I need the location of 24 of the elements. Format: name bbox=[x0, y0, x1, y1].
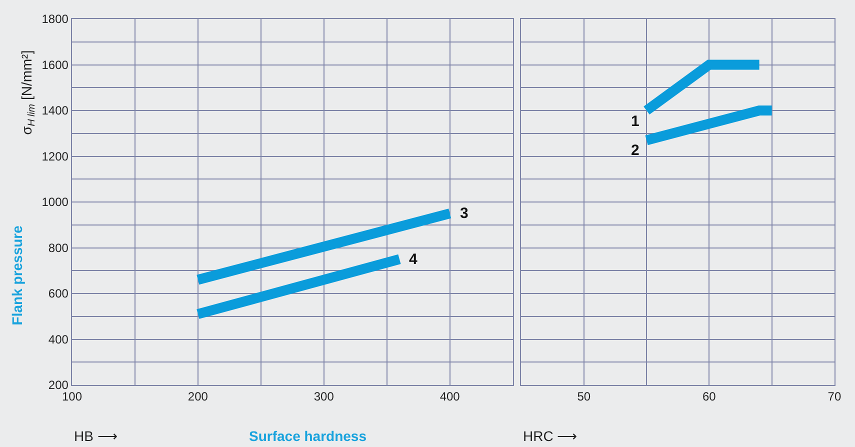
x-axis-title: HB ⟶ bbox=[74, 428, 118, 444]
y-tick-label: 1600 bbox=[42, 58, 69, 72]
text: Surface hardness bbox=[249, 428, 367, 444]
y-tick-label: 200 bbox=[48, 378, 69, 392]
annotation: 4 bbox=[409, 251, 418, 268]
x-tick-label: 70 bbox=[828, 390, 842, 404]
y-tick-label: 1400 bbox=[42, 104, 69, 118]
annotation: 3 bbox=[460, 205, 468, 222]
y-tick-label: 400 bbox=[48, 332, 69, 346]
y-tick-label: 600 bbox=[48, 286, 69, 301]
x-tick-label: 100 bbox=[62, 390, 82, 404]
x-tick-label: 60 bbox=[702, 390, 716, 404]
text: Flank pressure bbox=[8, 225, 25, 326]
annotation: 2 bbox=[631, 142, 640, 159]
y-tick-label: 1000 bbox=[42, 195, 69, 210]
x-tick-label: 50 bbox=[577, 390, 591, 404]
y-tick-label: 1200 bbox=[42, 149, 69, 164]
x-tick-label: 400 bbox=[440, 390, 460, 404]
y-tick-label: 1800 bbox=[42, 12, 69, 26]
x-tick-label: 300 bbox=[314, 390, 334, 404]
x-axis-title: HRC ⟶ bbox=[523, 428, 578, 444]
annotation: 1 bbox=[631, 113, 640, 130]
x-tick-label: 200 bbox=[188, 390, 208, 404]
y-tick-label: 800 bbox=[48, 240, 69, 255]
